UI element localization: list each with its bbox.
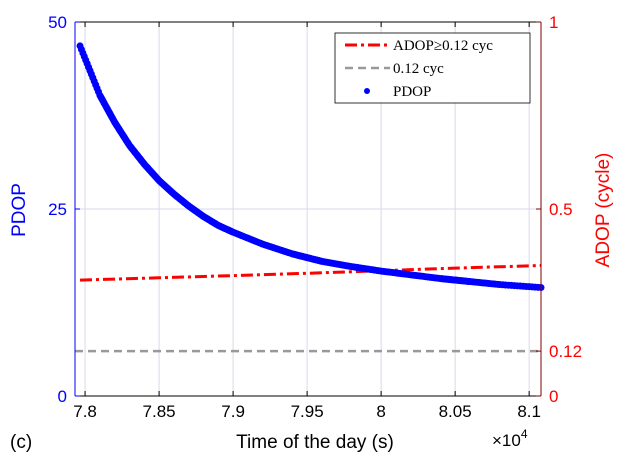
legend-label-adop: ADOP≥0.12 cyc	[393, 38, 493, 54]
x-tick-label: 8.05	[439, 402, 472, 421]
x-multiplier-base: ×10	[492, 431, 521, 450]
right-y-axis-title: ADOP (cycle)	[593, 153, 614, 268]
legend: ADOP≥0.12 cyc 0.12 cyc PDOP	[334, 32, 531, 104]
right-y-tick-label: 0.5	[549, 200, 573, 219]
right-y-tick-label: 1	[549, 13, 558, 32]
left-y-tick-label: 50	[48, 13, 67, 32]
x-multiplier-exponent: 4	[521, 427, 528, 441]
pdop-point	[493, 280, 501, 288]
pdop-point	[94, 88, 102, 96]
series-layer	[75, 42, 545, 353]
x-tick-label: 7.8	[73, 402, 97, 421]
x-multiplier: ×104	[492, 427, 528, 450]
legend-label-pdop: PDOP	[393, 84, 431, 100]
right-y-tick-label: 0	[549, 387, 558, 406]
x-tick-label: 7.95	[291, 402, 324, 421]
left-y-tick-label: 0	[58, 387, 67, 406]
axes: 7.8 7.85 7.9 7.95 8 8.05 8.1 0 25 50 0 0.12 0.5 1	[48, 13, 582, 421]
series-adop-line	[79, 264, 542, 282]
right-y-tick-label: 0.12	[549, 342, 582, 361]
x-tick-label: 7.9	[221, 402, 245, 421]
legend-label-threshold: 0.12 cyc	[393, 61, 444, 77]
panel-label: (c)	[10, 432, 32, 453]
labels: (c) Time of the day (s) PDOP ADOP (cycle…	[9, 153, 614, 453]
x-tick-label: 7.85	[143, 402, 176, 421]
series-pdop	[76, 42, 545, 292]
x-axis-title: Time of the day (s)	[236, 432, 394, 453]
legend-swatch-pdop	[364, 88, 370, 94]
pdop-point	[534, 283, 542, 291]
x-tick-label: 8.1	[517, 402, 541, 421]
left-y-tick-label: 25	[48, 200, 67, 219]
left-y-axis-title: PDOP	[9, 183, 30, 237]
x-tick-label: 8	[376, 402, 385, 421]
